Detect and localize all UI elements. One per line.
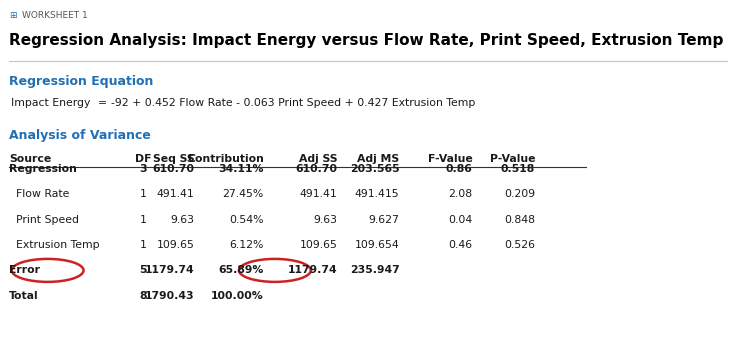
Text: Adj SS: Adj SS	[298, 154, 337, 164]
Text: Contribution: Contribution	[187, 154, 264, 164]
Text: 491.41: 491.41	[156, 189, 194, 199]
Text: 65.89%: 65.89%	[218, 265, 264, 275]
Text: 235.947: 235.947	[350, 265, 399, 275]
Text: -92 + 0.452 Flow Rate - 0.063 Print Speed + 0.427 Extrusion Temp: -92 + 0.452 Flow Rate - 0.063 Print Spee…	[111, 98, 476, 108]
Text: 0.54%: 0.54%	[229, 215, 264, 225]
Text: 0.46: 0.46	[449, 240, 473, 250]
Text: Error: Error	[9, 265, 40, 275]
Text: 9.63: 9.63	[170, 215, 194, 225]
Text: 1: 1	[139, 215, 147, 225]
Text: Extrusion Temp: Extrusion Temp	[9, 240, 100, 250]
Text: Regression Analysis: Impact Energy versus Flow Rate, Print Speed, Extrusion Temp: Regression Analysis: Impact Energy versu…	[9, 33, 723, 48]
Text: P-Value: P-Value	[490, 154, 535, 164]
Text: 109.65: 109.65	[156, 240, 194, 250]
Text: 1: 1	[139, 189, 147, 199]
Text: 27.45%: 27.45%	[223, 189, 264, 199]
Text: 1790.43: 1790.43	[144, 291, 194, 301]
Text: Flow Rate: Flow Rate	[9, 189, 69, 199]
Text: 8: 8	[139, 291, 147, 301]
Text: Regression Equation: Regression Equation	[9, 75, 153, 88]
Text: 491.41: 491.41	[299, 189, 337, 199]
Text: Impact Energy: Impact Energy	[11, 98, 90, 108]
Text: DF: DF	[135, 154, 151, 164]
Text: 0.04: 0.04	[449, 215, 473, 225]
Text: 9.627: 9.627	[369, 215, 399, 225]
Text: 610.70: 610.70	[295, 164, 337, 174]
Text: 6.12%: 6.12%	[229, 240, 264, 250]
Text: Analysis of Variance: Analysis of Variance	[9, 129, 151, 142]
Text: 1179.74: 1179.74	[287, 265, 337, 275]
Text: 610.70: 610.70	[152, 164, 194, 174]
Text: =: =	[97, 98, 106, 108]
Text: Seq SS: Seq SS	[152, 154, 194, 164]
Text: Adj MS: Adj MS	[358, 154, 399, 164]
Text: 9.63: 9.63	[313, 215, 337, 225]
Text: 109.65: 109.65	[299, 240, 337, 250]
Text: 0.209: 0.209	[504, 189, 535, 199]
Text: 0.86: 0.86	[446, 164, 473, 174]
Text: Total: Total	[9, 291, 38, 301]
Text: 203.565: 203.565	[350, 164, 399, 174]
Text: 2.08: 2.08	[449, 189, 473, 199]
Text: 3: 3	[139, 164, 147, 174]
Text: 0.526: 0.526	[504, 240, 535, 250]
Text: 34.11%: 34.11%	[218, 164, 264, 174]
Text: 1: 1	[139, 240, 147, 250]
Text: 0.848: 0.848	[504, 215, 535, 225]
Text: Source: Source	[9, 154, 51, 164]
Text: ⊞: ⊞	[9, 11, 16, 20]
Text: 109.654: 109.654	[355, 240, 399, 250]
Text: 491.415: 491.415	[355, 189, 399, 199]
Text: 0.518: 0.518	[501, 164, 535, 174]
Text: 100.00%: 100.00%	[211, 291, 264, 301]
Text: F-Value: F-Value	[428, 154, 473, 164]
Text: 1179.74: 1179.74	[144, 265, 194, 275]
Text: Print Speed: Print Speed	[9, 215, 78, 225]
Text: WORKSHEET 1: WORKSHEET 1	[22, 11, 88, 20]
Text: Regression: Regression	[9, 164, 77, 174]
Text: 5: 5	[139, 265, 147, 275]
